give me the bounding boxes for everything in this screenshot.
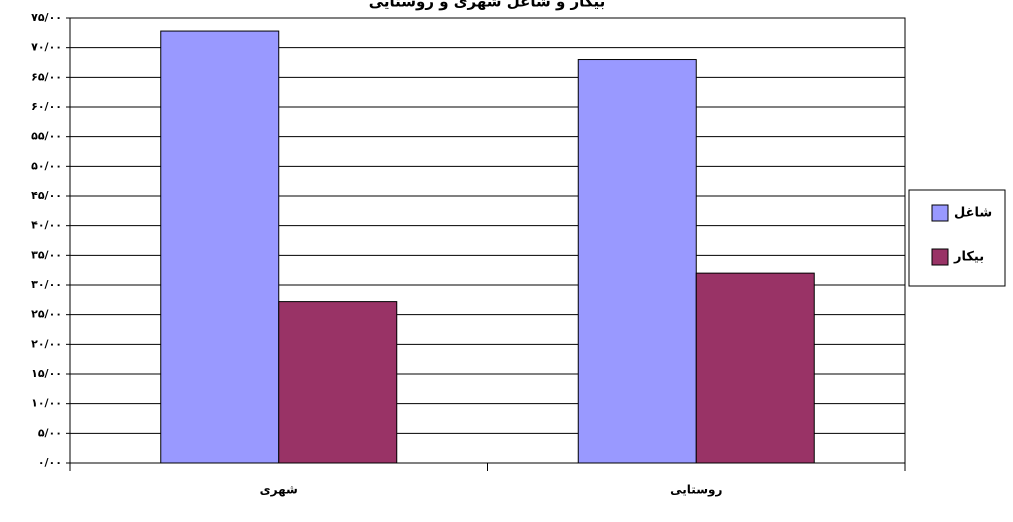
y-tick-label: ۱۰/۰۰ xyxy=(31,397,62,410)
legend-label: شاغل xyxy=(954,206,992,221)
y-tick-label: ۴۵/۰۰ xyxy=(31,189,62,202)
y-tick-label: ۱۵/۰۰ xyxy=(31,367,62,380)
legend-label: بیکار xyxy=(953,250,984,265)
y-tick-label: ۵۵/۰۰ xyxy=(31,130,62,143)
y-tick-label: ۳۵/۰۰ xyxy=(31,248,62,261)
y-tick-label: ۷۵/۰۰ xyxy=(31,11,62,24)
legend-swatch xyxy=(931,248,949,266)
bar xyxy=(577,59,697,464)
y-tick-label: ۷۰/۰۰ xyxy=(31,41,62,54)
x-tick-label: روستایی xyxy=(670,483,722,498)
y-tick-label: ۵۰/۰۰ xyxy=(31,159,62,172)
y-tick-label: ۰/۰۰ xyxy=(38,456,62,469)
y-tick-label: ۴۰/۰۰ xyxy=(31,219,62,232)
legend-box xyxy=(908,189,1006,287)
bar xyxy=(278,301,398,464)
y-tick-label: ۶۵/۰۰ xyxy=(31,70,62,83)
y-tick-label: ۲۵/۰۰ xyxy=(31,308,62,321)
legend-swatch xyxy=(931,204,949,222)
bar xyxy=(695,272,815,464)
y-tick-label: ۳۰/۰۰ xyxy=(31,278,62,291)
y-tick-label: ۵/۰۰ xyxy=(38,426,62,439)
x-tick-label: شهری xyxy=(260,483,298,497)
bar xyxy=(160,30,280,464)
y-tick-label: ۶۰/۰۰ xyxy=(31,100,62,113)
chart-title: بیکار و شاغل شهری و روستایی xyxy=(369,0,606,11)
y-tick-label: ۲۰/۰۰ xyxy=(31,337,62,350)
